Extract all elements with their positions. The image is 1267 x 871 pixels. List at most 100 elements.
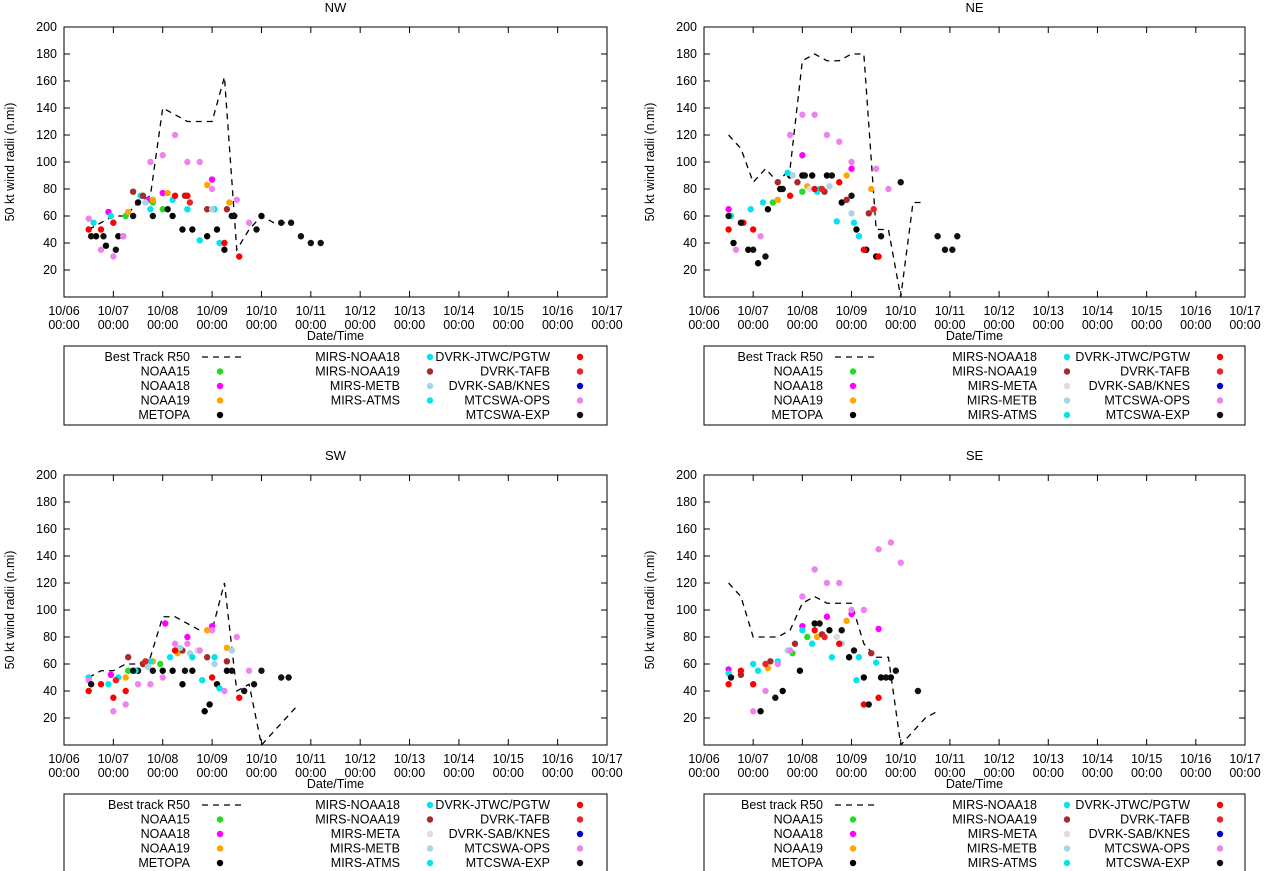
legend-label: NOAA18 <box>774 379 823 393</box>
legend-label: DVRK-TAFB <box>1120 365 1190 379</box>
legend-label: MIRS-NOAA19 <box>952 813 1037 827</box>
legend-label: MIRS-NOAA18 <box>952 798 1037 812</box>
data-point <box>848 158 855 166</box>
x-tick-label-time: 00:00 <box>591 766 622 780</box>
data-point <box>749 246 757 253</box>
x-tick-label-date: 10/06 <box>48 752 79 766</box>
x-tick-label-time: 00:00 <box>196 318 227 332</box>
data-point <box>233 633 240 641</box>
data-point <box>811 620 818 627</box>
best-track-line <box>728 53 926 297</box>
data-point <box>245 219 253 226</box>
data-point <box>860 606 868 614</box>
data-point <box>171 131 179 139</box>
legend-label: METOPA <box>771 408 823 422</box>
plot-frame <box>63 26 608 298</box>
data-point <box>184 640 191 647</box>
legend-point-sample <box>216 411 224 419</box>
chart-title: SE <box>966 448 984 463</box>
x-tick-label-date: 10/09 <box>196 752 227 766</box>
x-tick-label-time: 00:00 <box>1180 766 1211 780</box>
data-point <box>789 172 796 179</box>
data-point <box>208 185 216 193</box>
data-point <box>258 212 265 220</box>
legend-label: NOAA18 <box>141 379 190 393</box>
legend-point-sample <box>1063 801 1071 809</box>
data-point <box>774 660 781 668</box>
legend-point-sample <box>216 368 224 375</box>
data-point <box>164 189 171 197</box>
data-point <box>176 644 184 651</box>
x-tick-label-time: 00:00 <box>147 766 178 780</box>
x-tick-label-date: 10/12 <box>345 304 376 318</box>
data-point <box>749 226 757 233</box>
data-point <box>253 226 260 233</box>
data-point <box>897 179 904 186</box>
data-point <box>774 196 781 203</box>
x-tick-label-time: 00:00 <box>836 318 867 332</box>
x-tick-label-date: 10/13 <box>1033 752 1064 766</box>
legend-label: MIRS-ATMS <box>968 408 1037 422</box>
legend-point-sample <box>576 382 584 390</box>
legend-point-sample <box>426 368 434 375</box>
data-point <box>811 627 818 634</box>
x-tick-label-date: 10/15 <box>493 752 524 766</box>
x-tick-label-date: 10/06 <box>48 304 79 318</box>
data-point <box>161 620 169 627</box>
legend-point-sample <box>426 845 434 852</box>
data-point <box>129 188 137 195</box>
data-point <box>147 681 154 688</box>
x-tick-label-date: 10/10 <box>246 752 277 766</box>
data-point <box>149 196 157 203</box>
x-tick-label-date: 10/16 <box>1180 304 1211 318</box>
data-point <box>845 654 853 661</box>
data-point <box>115 233 122 240</box>
data-point <box>134 199 142 206</box>
series-mtcswa-ops <box>85 627 253 715</box>
data-point <box>818 185 826 193</box>
data-point <box>102 242 110 249</box>
y-tick-label: 160 <box>676 74 697 88</box>
legend-item: MTCSWA-OPS <box>1104 394 1224 408</box>
data-point <box>159 674 166 681</box>
data-point <box>887 539 895 546</box>
legend-item: MTCSWA-OPS <box>1104 842 1224 856</box>
series-mirs-noaa19 <box>124 647 231 668</box>
data-point <box>159 206 166 213</box>
data-point <box>221 239 228 247</box>
data-point <box>159 189 166 197</box>
legend-point-sample <box>576 353 584 361</box>
data-point <box>799 188 806 195</box>
legend-label: METOPA <box>771 856 823 870</box>
data-point <box>870 206 877 213</box>
legend-item: Best Track R50 <box>105 350 242 364</box>
data-point <box>129 212 137 220</box>
data-point <box>203 627 211 634</box>
legend-item: NOAA15 <box>141 365 224 379</box>
data-point <box>882 674 890 681</box>
y-axis-label: 50 kt wind radii (n.mi) <box>643 103 657 222</box>
legend-label: NOAA15 <box>774 365 823 379</box>
legend-label: MIRS-NOAA18 <box>315 798 400 812</box>
data-point <box>737 219 745 226</box>
legend-point-sample <box>576 801 584 809</box>
data-point <box>806 185 813 193</box>
legend-item: NOAA19 <box>141 394 224 408</box>
series-dvrk-jtwc-pgtw <box>85 647 243 701</box>
data-point <box>231 212 238 220</box>
data-point <box>872 165 880 172</box>
data-point <box>762 660 769 668</box>
data-point <box>843 172 850 179</box>
data-point <box>307 239 315 247</box>
y-tick-label: 140 <box>676 101 697 115</box>
y-tick-label: 160 <box>676 522 697 536</box>
y-tick-label: 180 <box>36 495 57 509</box>
data-point <box>223 658 231 665</box>
data-point <box>164 206 171 213</box>
legend-label: Best Track R50 <box>105 350 190 364</box>
data-point <box>149 212 157 220</box>
legend-point-sample <box>1216 845 1224 852</box>
data-point <box>92 233 100 240</box>
data-point <box>865 210 872 217</box>
series-noaa15 <box>124 660 164 674</box>
